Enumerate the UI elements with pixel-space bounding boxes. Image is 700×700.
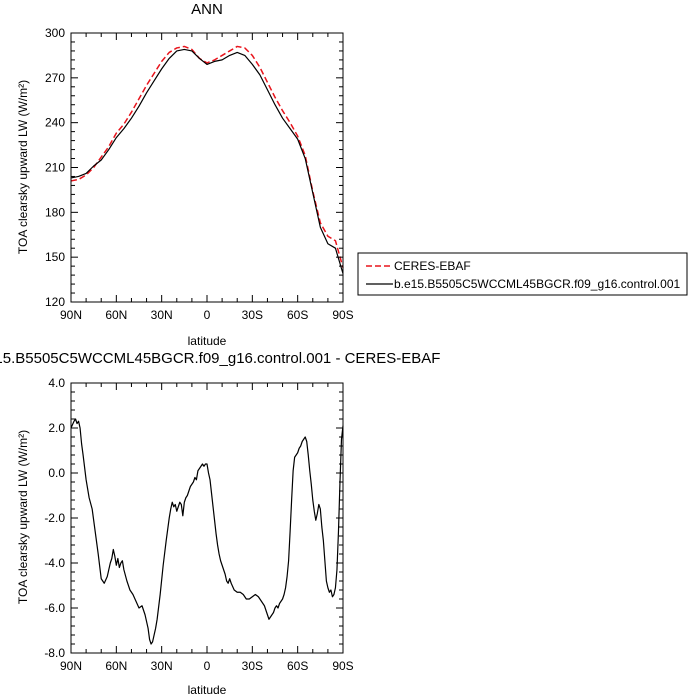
bottom-x-tick-label: 60S [287,659,308,673]
top-y-tick-label: 180 [45,205,65,219]
top-x-axis-label: latitude [188,334,227,348]
bottom-y-tick-label: 4.0 [48,376,65,390]
bottom-plot-data [70,418,344,645]
top-y-tick-label: 270 [45,71,65,85]
legend: CERES-EBAF b.e15.B5505C5WCCML45BGCR.f09_… [357,252,688,296]
top-x-tick-label: 90N [60,308,82,322]
legend-label-model: b.e15.B5505C5WCCML45BGCR.f09_g16.control… [394,277,680,291]
bottom-y-tick-label: 0.0 [48,466,65,480]
top-x-tick-label: 90S [332,308,353,322]
bottom-x-tick-label: 90S [332,659,353,673]
bottom-axis-ticks: 90N 60N 30N 0 30S 60S 90S -8.0 -6.0 -4.0 -2.0 0.0 2.… [44,376,353,673]
top-y-axis-label: TOA clearsky upward LW (W/m²) [16,80,30,254]
bottom-y-tick-label: -8.0 [44,646,65,660]
bottom-y-tick-label: -4.0 [44,556,65,570]
top-x-tick-label: 30S [242,308,263,322]
legend-label-ceres: CERES-EBAF [394,259,471,273]
top-plot-frame [70,32,344,303]
top-panel-title: ANN [191,1,223,18]
top-plot-data [70,45,344,274]
bottom-y-tick-label: 2.0 [48,421,65,435]
top-panel: ANN 90N 60N 30N 0 30S 60S 90S 120 150 180 210 240 27… [16,1,354,348]
bottom-series-line-0 [70,418,344,645]
bottom-y-axis-label: TOA clearsky upward LW (W/m²) [16,430,30,604]
bottom-x-tick-label: 30N [151,659,173,673]
bottom-panel-title: b.e15.B5505C5WCCML45BGCR.f09_g16.control… [0,350,440,367]
top-series-line-0 [70,45,344,268]
top-y-tick-label: 120 [45,295,65,309]
legend-box [357,252,688,296]
top-y-tick-label: 300 [45,26,65,40]
top-series-line-1 [70,48,344,274]
bottom-x-tick-label: 30S [242,659,263,673]
bottom-y-tick-label: -6.0 [44,601,65,615]
top-y-tick-label: 150 [45,250,65,264]
bottom-x-tick-label: 0 [204,659,211,673]
top-x-tick-label: 0 [204,308,211,322]
bottom-x-tick-label: 90N [60,659,82,673]
top-axis-ticks: 90N 60N 30N 0 30S 60S 90S 120 150 180 210 240 270 300 [45,26,354,322]
top-x-tick-label: 60N [105,308,127,322]
top-y-tick-label: 210 [45,161,65,175]
bottom-y-tick-label: -2.0 [44,511,65,525]
bottom-x-axis-label: latitude [188,683,227,697]
bottom-x-tick-label: 60N [105,659,127,673]
top-x-tick-label: 30N [151,308,173,322]
bottom-plot-frame [70,382,344,654]
top-x-tick-label: 60S [287,308,308,322]
bottom-panel: b.e15.B5505C5WCCML45BGCR.f09_g16.control… [0,350,440,697]
top-y-tick-label: 240 [45,116,65,130]
